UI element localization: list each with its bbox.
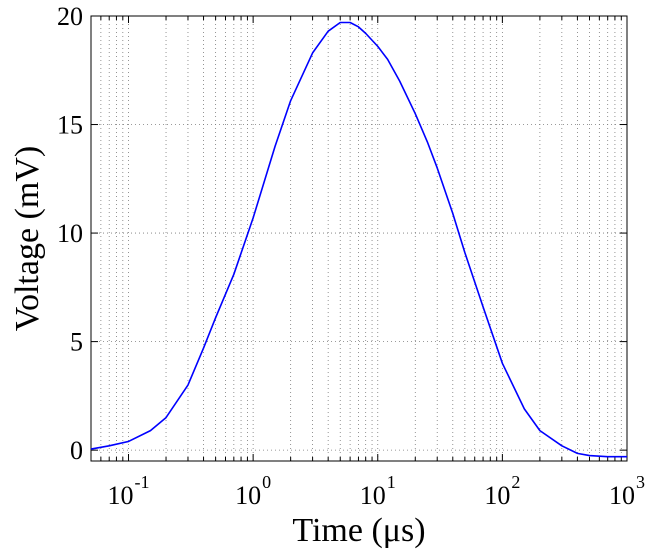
x-tick-label: 10 3 bbox=[609, 472, 645, 510]
y-axis-title: Voltage (mV) bbox=[9, 146, 46, 331]
x-tick-label-base: 10 bbox=[484, 481, 510, 510]
x-tick-label-base: 10 bbox=[235, 481, 261, 510]
x-tick-label-base: 10 bbox=[108, 481, 134, 510]
y-tick-label: 15 bbox=[57, 111, 83, 140]
axis-ticks bbox=[91, 15, 627, 461]
grid-lines bbox=[91, 16, 627, 461]
x-tick-label-exponent: 0 bbox=[262, 472, 271, 492]
plot-area-frame bbox=[90, 15, 628, 462]
y-tick-labels: 0 5 10 15 20 bbox=[57, 2, 83, 465]
y-tick-label: 10 bbox=[57, 219, 83, 248]
x-tick-label: 10 -1 bbox=[108, 472, 150, 510]
x-tick-label-exponent: 2 bbox=[511, 472, 520, 492]
x-tick-label: 10 0 bbox=[235, 472, 271, 510]
x-tick-label-base: 10 bbox=[609, 481, 635, 510]
y-tick-label: 0 bbox=[70, 436, 83, 465]
x-tick-label: 10 1 bbox=[360, 472, 396, 510]
y-tick-label: 20 bbox=[57, 2, 83, 31]
y-tick-label: 5 bbox=[70, 328, 83, 357]
x-tick-label: 10 2 bbox=[484, 472, 520, 510]
x-tick-label-base: 10 bbox=[360, 481, 386, 510]
x-tick-label-exponent: 1 bbox=[387, 472, 396, 492]
series-layer bbox=[90, 21, 627, 458]
x-tick-labels: 10 -1 10 0 10 1 10 2 10 3 bbox=[108, 472, 645, 510]
x-tick-label-exponent: 3 bbox=[636, 472, 645, 492]
x-tick-label-exponent: -1 bbox=[135, 472, 150, 492]
x-axis-title: Time (μs) bbox=[292, 512, 425, 549]
series-line bbox=[90, 21, 627, 458]
